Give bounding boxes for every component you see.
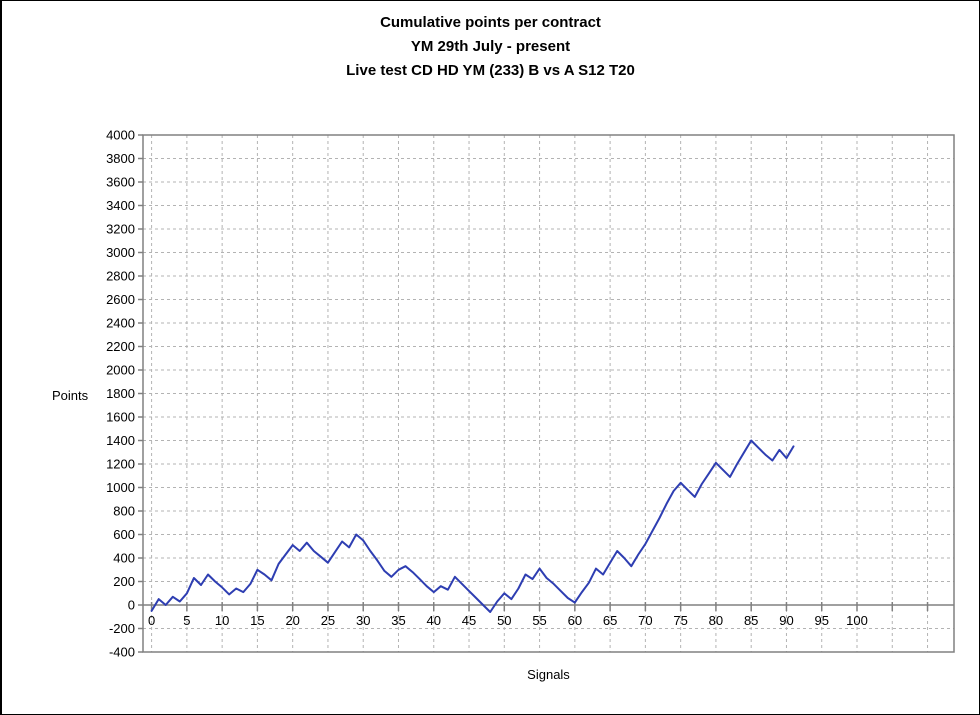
svg-text:2000: 2000: [106, 363, 135, 378]
svg-text:80: 80: [709, 613, 723, 628]
svg-text:40: 40: [427, 613, 441, 628]
x-tick-labels: 0 5 10 15 20 25 30 35 40 45 50 55 60 65 70 75 80 85 90 95 10…: [148, 602, 929, 628]
svg-text:65: 65: [603, 613, 617, 628]
svg-text:-200: -200: [109, 621, 135, 636]
chart-title: Cumulative points per contract YM 29th J…: [2, 11, 979, 83]
svg-text:3800: 3800: [106, 151, 135, 166]
svg-text:1600: 1600: [106, 410, 135, 425]
svg-text:30: 30: [356, 613, 370, 628]
y-tick-labels: -400 -200 0 200 400 600 800 1000 1200 1400 1600 180…: [106, 128, 143, 660]
svg-text:60: 60: [568, 613, 582, 628]
svg-text:85: 85: [744, 613, 758, 628]
svg-text:0: 0: [128, 598, 135, 613]
svg-text:25: 25: [321, 613, 335, 628]
svg-text:4000: 4000: [106, 128, 135, 143]
svg-text:800: 800: [113, 504, 135, 519]
chart-title-line-2: YM 29th July - present: [410, 38, 571, 55]
svg-text:5: 5: [183, 613, 190, 628]
svg-text:2800: 2800: [106, 269, 135, 284]
svg-text:75: 75: [673, 613, 687, 628]
svg-text:35: 35: [391, 613, 405, 628]
y-gridlines: [143, 158, 954, 629]
svg-text:0: 0: [148, 613, 155, 628]
svg-text:3600: 3600: [106, 175, 135, 190]
svg-text:95: 95: [814, 613, 828, 628]
series-line: [150, 439, 795, 613]
svg-text:1200: 1200: [106, 457, 135, 472]
x-axis-title: Signals: [527, 667, 570, 682]
svg-text:1000: 1000: [106, 480, 135, 495]
svg-text:70: 70: [638, 613, 652, 628]
svg-text:10: 10: [215, 613, 229, 628]
svg-text:600: 600: [113, 527, 135, 542]
svg-text:20: 20: [285, 613, 299, 628]
svg-text:45: 45: [462, 613, 476, 628]
svg-text:1800: 1800: [106, 386, 135, 401]
chart-title-line-3: Live test CD HD YM (233) B vs A S12 T20: [346, 62, 635, 79]
svg-text:1400: 1400: [106, 433, 135, 448]
svg-text:15: 15: [250, 613, 264, 628]
svg-text:2200: 2200: [106, 339, 135, 354]
svg-text:3000: 3000: [106, 245, 135, 260]
svg-text:-400: -400: [109, 645, 135, 660]
svg-text:200: 200: [113, 574, 135, 589]
svg-text:3400: 3400: [106, 198, 135, 213]
svg-text:100: 100: [846, 613, 868, 628]
svg-text:2400: 2400: [106, 316, 135, 331]
svg-text:2600: 2600: [106, 292, 135, 307]
svg-text:90: 90: [779, 613, 793, 628]
svg-text:3200: 3200: [106, 222, 135, 237]
svg-text:55: 55: [532, 613, 546, 628]
chart-title-line-1: Cumulative points per contract: [380, 14, 601, 31]
svg-text:50: 50: [497, 613, 511, 628]
y-axis-title: Points: [52, 388, 89, 403]
svg-text:400: 400: [113, 551, 135, 566]
